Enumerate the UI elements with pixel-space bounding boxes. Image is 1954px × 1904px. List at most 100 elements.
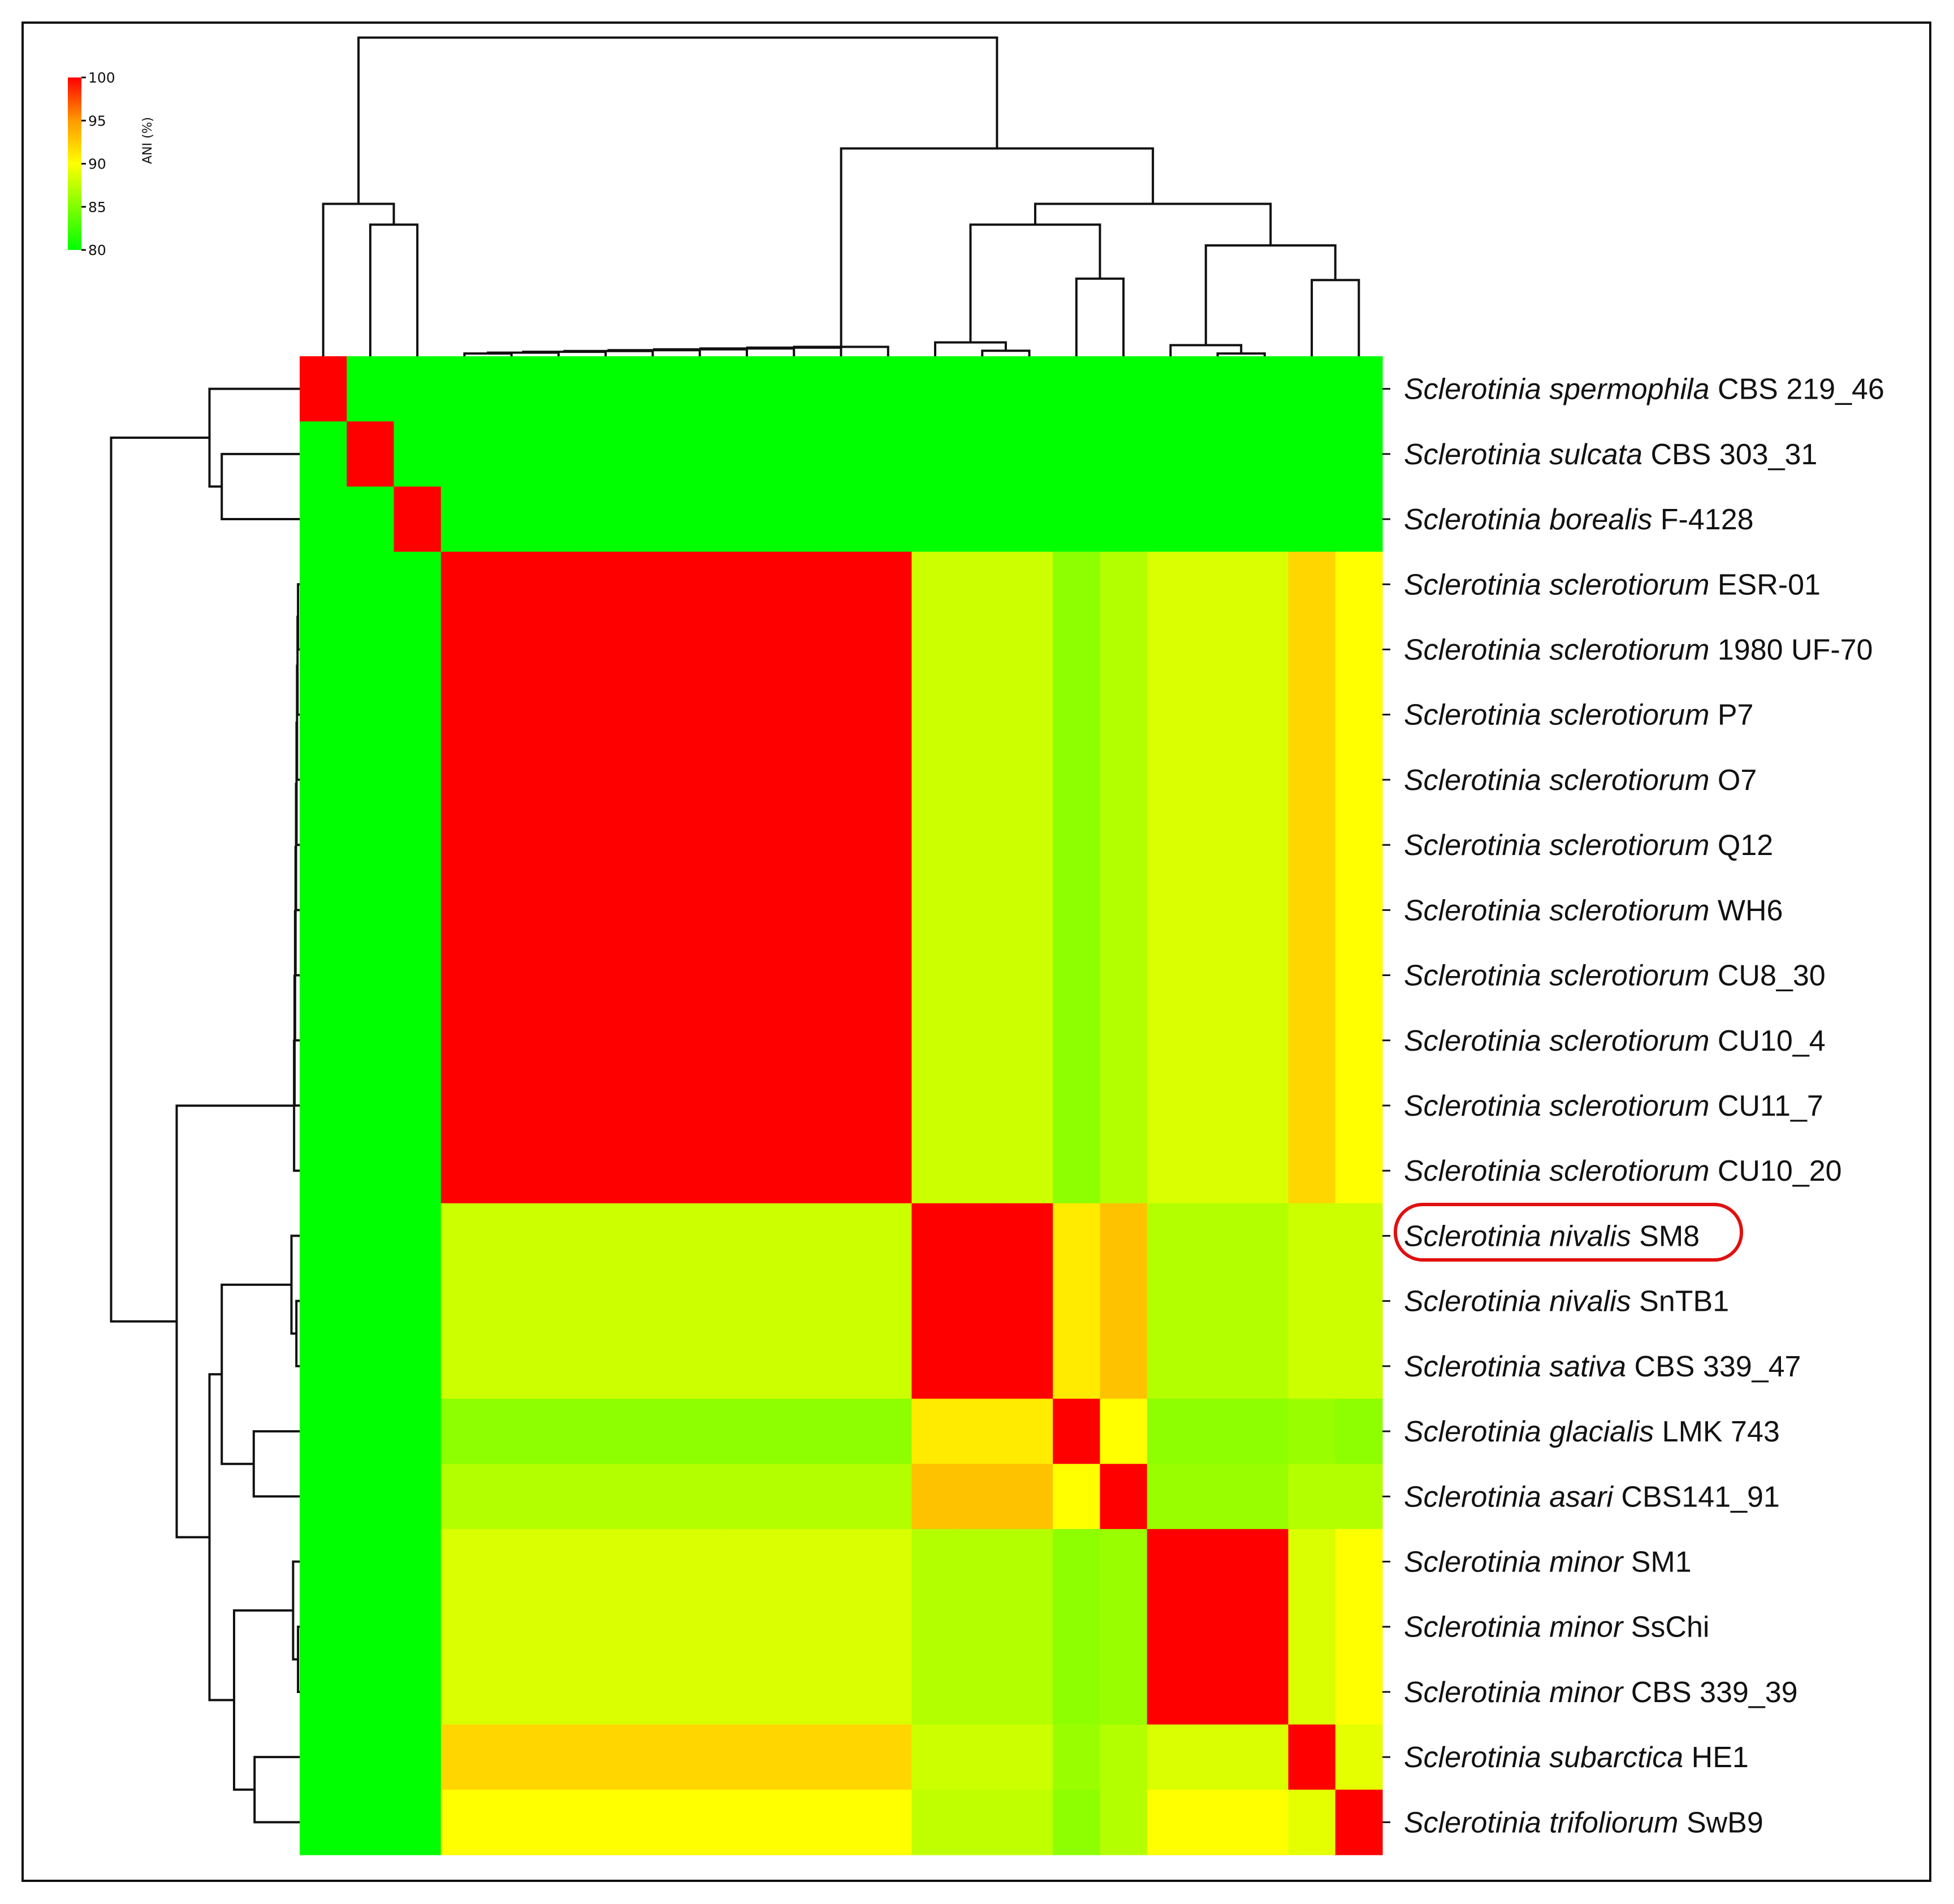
colorbar-tick-label: 90 [88,156,106,172]
heatmap-cell [1053,1529,1101,1595]
heatmap-cell [1335,877,1383,943]
heatmap-cell [440,747,488,813]
heatmap-cell [535,1789,583,1855]
heatmap-cell [1288,1333,1336,1400]
heatmap-cell [582,1463,630,1530]
strain-id: CU8_30 [1709,960,1825,992]
species-label: Sclerotinia asari CBS141_91 [1404,1480,1780,1513]
heatmap-cell [723,616,771,683]
heatmap-cell [1335,486,1383,552]
heatmap-cell [1147,1463,1195,1530]
species-label: Sclerotinia sativa CBS 339_47 [1404,1350,1801,1383]
species-epithet: sclerotiorum [1549,960,1709,992]
heatmap-cell [817,877,865,943]
species-name: Sclerotinia [1404,1806,1549,1839]
heatmap-cell [770,551,818,618]
heatmap-cell [1005,1594,1053,1660]
heatmap-cell [535,1529,583,1595]
heatmap-cell [629,1203,677,1269]
heatmap-cell [911,616,959,683]
dendrogram-branch [175,1104,295,1539]
heatmap-cell [1335,1594,1383,1660]
heatmap-cell [1100,1008,1148,1073]
heatmap-cell [911,421,959,487]
heatmap-cell [1335,1463,1383,1530]
heatmap-cell [958,421,1006,487]
heatmap-cell [488,942,535,1008]
species-name: Sclerotinia [1404,1025,1549,1057]
species-name: Sclerotinia [1404,373,1549,406]
heatmap-cell [1005,1724,1053,1790]
heatmap-cells [300,356,1383,1855]
heatmap-cell [1335,1659,1383,1725]
heatmap-cell [1288,551,1336,618]
heatmap-cell [958,1724,1006,1790]
dendrogram-branch [369,223,419,356]
species-epithet: sativa [1549,1350,1626,1383]
heatmap-cell [723,1073,771,1139]
heatmap-cell [535,1008,583,1073]
colorbar: 100 95 90 85 80 ANI (%) [68,70,155,258]
heatmap-cell [629,1008,677,1073]
heatmap-cell [958,682,1006,748]
heatmap-cell [1288,877,1336,943]
heatmap-cell [488,1529,535,1595]
species-label: Sclerotinia sclerotiorum CU8_30 [1404,960,1826,992]
heatmap-cell [629,1463,677,1530]
species-epithet: sclerotiorum [1549,699,1709,732]
heatmap-cell [1147,1008,1195,1073]
heatmap-cell [582,356,630,422]
species-name: Sclerotinia [1404,1220,1549,1253]
heatmap-cell [1335,1008,1383,1073]
heatmap-cell [440,877,488,943]
heatmap-cell [1005,1203,1053,1269]
heatmap-cell [488,1659,535,1725]
heatmap-cell [488,877,535,943]
heatmap-cell [1147,421,1195,487]
heatmap-cell [723,1333,771,1400]
heatmap-cell [770,1268,818,1334]
heatmap-cell [770,747,818,813]
heatmap-cell [770,1724,818,1790]
heatmap-cell [911,942,959,1008]
heatmap-cell [582,942,630,1008]
heatmap-cell [1335,1724,1383,1790]
heatmap-cell [864,1789,912,1855]
heatmap-cell [817,1594,865,1660]
species-epithet: trifoliorum [1549,1806,1678,1839]
heatmap-cell [347,1398,395,1465]
heatmap-cell [770,1529,818,1595]
heatmap-cell [1288,356,1336,422]
heatmap-cell [629,1268,677,1334]
heatmap-cell [911,1659,959,1725]
heatmap-cell [958,1789,1006,1855]
heatmap-cell [817,1724,865,1790]
heatmap-cell [347,1659,395,1725]
heatmap-cell [1005,1008,1053,1073]
heatmap-cell [864,1594,912,1660]
heatmap-cell [347,942,395,1008]
heatmap-cell [864,747,912,813]
heatmap-cell [911,1008,959,1073]
species-epithet: nivalis [1549,1285,1631,1318]
heatmap-cell [535,942,583,1008]
species-epithet: subarctica [1549,1741,1683,1774]
heatmap-cell [723,1594,771,1660]
heatmap-cell [1194,1268,1242,1334]
heatmap-cell [1005,1268,1053,1334]
species-epithet: minor [1549,1676,1624,1709]
heatmap-cell [1335,747,1383,813]
heatmap-cell [1147,1789,1195,1855]
heatmap-cell [911,1789,959,1855]
colorbar-tick-label: 85 [88,199,106,215]
heatmap-cell [347,1594,395,1660]
heatmap-cell [1053,682,1101,748]
heatmap-cell [1335,1333,1383,1400]
heatmap-cell [488,747,535,813]
heatmap-cell [1241,682,1289,748]
heatmap-cell [535,1203,583,1269]
strain-id: SsChi [1623,1611,1709,1644]
heatmap-cell [347,486,395,552]
heatmap-cell [817,1333,865,1400]
heatmap-cell [676,1594,724,1660]
